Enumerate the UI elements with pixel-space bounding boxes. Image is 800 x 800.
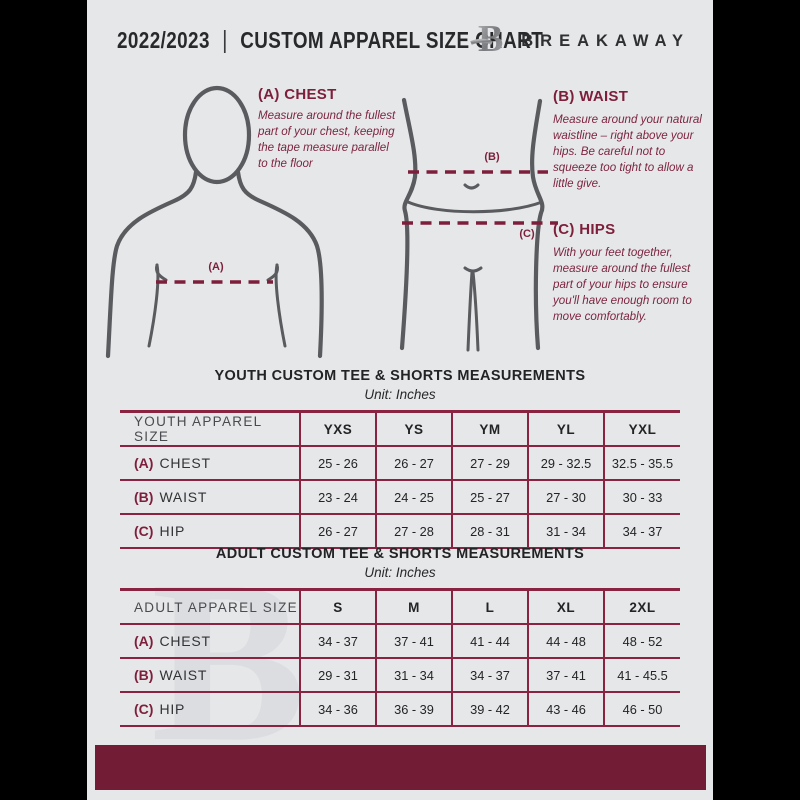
measurement-cell: 30 - 33: [603, 480, 680, 514]
measurement-cell: 24 - 25: [375, 480, 452, 514]
row-prefix: (A): [134, 633, 154, 649]
chest-instructions: Measure around the fullest part of your …: [258, 109, 396, 170]
measurement-cell: 31 - 34: [527, 514, 604, 548]
measurement-cell: 37 - 41: [375, 624, 452, 658]
measurement-cell: 28 - 31: [451, 514, 528, 548]
row-name: CHEST: [159, 455, 211, 471]
row-label: (B) WAIST: [120, 658, 300, 692]
measurement-cell: 27 - 30: [527, 480, 604, 514]
row-prefix: (B): [134, 489, 154, 505]
table-row: (C) HIP 34 - 36 36 - 39 39 - 42 43 - 46 4…: [120, 692, 680, 726]
adult-size-table: ADULT APPAREL SIZE S M L XL 2XL (A) CHEST…: [120, 588, 680, 727]
measurement-cell: 34 - 36: [299, 692, 376, 726]
youth-table-title: YOUTH CUSTOM TEE & SHORTS MEASUREMENTS: [214, 368, 586, 384]
brand-watermark-letter: B: [151, 533, 306, 790]
column-header: XL: [527, 589, 604, 624]
column-header: YS: [375, 411, 452, 446]
column-header: YXL: [603, 411, 680, 446]
measurement-cell: 25 - 26: [299, 446, 376, 480]
brand-name: BREAKAWAY: [521, 31, 690, 50]
youth-table-unit: Unit: Inches: [364, 387, 436, 402]
adult-table-unit: Unit: Inches: [364, 565, 436, 580]
measurement-cell: 34 - 37: [603, 514, 680, 548]
row-name: WAIST: [159, 489, 208, 505]
row-prefix: (C): [134, 523, 154, 539]
measurement-cell: 29 - 32.5: [527, 446, 604, 480]
row-label: (B) WAIST: [120, 480, 300, 514]
youth-header-row: YOUTH APPAREL SIZE YXS YS YM YL YXL: [120, 411, 680, 446]
hips-instructions: With your feet together, measure around …: [553, 246, 692, 323]
measurement-cell: 25 - 27: [451, 480, 528, 514]
row-name: HIP: [159, 701, 186, 717]
measurement-cell: 26 - 27: [375, 446, 452, 480]
row-prefix: (A): [134, 455, 154, 471]
row-name: HIP: [159, 523, 186, 539]
waist-instructions: Measure around your natural waistline – …: [553, 113, 702, 190]
youth-section: YOUTH CUSTOM TEE & SHORTS MEASUREMENTS U…: [87, 368, 713, 549]
table-row: (A) CHEST 34 - 37 37 - 41 41 - 44 44 - 48…: [120, 624, 680, 658]
measurement-cell: 32.5 - 35.5: [603, 446, 680, 480]
measurement-cell: 26 - 27: [299, 514, 376, 548]
adult-table-title: ADULT CUSTOM TEE & SHORTS MEASUREMENTS: [215, 546, 585, 562]
column-header: YOUTH APPAREL SIZE: [134, 414, 262, 444]
measurement-cell: 34 - 37: [451, 658, 528, 692]
youth-size-table: YOUTH APPAREL SIZE YXS YS YM YL YXL (A) C…: [120, 410, 680, 549]
page-title: 2022/2023 | CUSTOM APPAREL SIZE CHART: [117, 26, 543, 55]
table-row: (C) HIP 26 - 27 27 - 28 28 - 31 31 - 34 3…: [120, 514, 680, 548]
column-header: M: [375, 589, 452, 624]
measurement-cell: 37 - 41: [527, 658, 604, 692]
column-header: YXS: [299, 411, 376, 446]
table-row: (B) WAIST 23 - 24 24 - 25 25 - 27 27 - 30…: [120, 480, 680, 514]
measurement-cell: 46 - 50: [603, 692, 680, 726]
chest-line-label: (A): [208, 261, 224, 273]
season-year: 2022/2023: [117, 27, 210, 53]
column-header: 2XL: [603, 589, 680, 624]
column-header: S: [299, 589, 376, 624]
measurement-cell: 31 - 34: [375, 658, 452, 692]
measurement-cell: 44 - 48: [527, 624, 604, 658]
brand-group: B BREAKAWAY: [470, 18, 690, 58]
waist-hips-diagram: [399, 97, 558, 352]
row-name: WAIST: [159, 667, 208, 683]
waist-section-heading: (B) WAIST: [553, 88, 629, 105]
measurement-cell: 23 - 24: [299, 480, 376, 514]
table-row: (A) CHEST 25 - 26 26 - 27 27 - 29 29 - 32…: [120, 446, 680, 480]
hips-line-label: (C): [519, 228, 535, 240]
measurement-cell: 48 - 52: [603, 624, 680, 658]
row-label: (A) CHEST: [120, 624, 300, 658]
measurement-cell: 29 - 31: [299, 658, 376, 692]
measurement-cell: 41 - 45.5: [603, 658, 680, 692]
waist-line-label: (B): [484, 151, 500, 163]
row-prefix: (B): [134, 667, 154, 683]
chart-title: CUSTOM APPAREL SIZE CHART: [240, 27, 544, 53]
measurement-cell: 27 - 29: [451, 446, 528, 480]
adult-header-row: ADULT APPAREL SIZE S M L XL 2XL: [120, 589, 680, 624]
chest-section-heading: (A) CHEST: [258, 86, 337, 103]
measurement-cell: 27 - 28: [375, 514, 452, 548]
breakaway-logo-icon: B: [470, 18, 504, 58]
column-header: YM: [451, 411, 528, 446]
measurement-cell: 39 - 42: [451, 692, 528, 726]
measurement-cell: 36 - 39: [375, 692, 452, 726]
row-label: (C) HIP: [120, 514, 300, 548]
column-header: L: [451, 589, 528, 624]
measurement-cell: 43 - 46: [527, 692, 604, 726]
footer-accent-bar: [95, 745, 706, 790]
table-row: (B) WAIST 29 - 31 31 - 34 34 - 37 37 - 41…: [120, 658, 680, 692]
measurement-cell: 34 - 37: [299, 624, 376, 658]
row-label: (A) CHEST: [120, 446, 300, 480]
measurement-cell: 41 - 44: [451, 624, 528, 658]
hips-section-heading: (C) HIPS: [553, 221, 616, 238]
adult-section: ADULT CUSTOM TEE & SHORTS MEASUREMENTS U…: [87, 546, 713, 727]
column-header: YL: [527, 411, 604, 446]
column-header: ADULT APPAREL SIZE: [134, 599, 298, 615]
row-prefix: (C): [134, 701, 154, 717]
row-label: (C) HIP: [120, 692, 300, 726]
row-name: CHEST: [159, 633, 211, 649]
page-header: 2022/2023 | CUSTOM APPAREL SIZE CHART B …: [87, 18, 713, 60]
title-divider: |: [222, 26, 228, 54]
size-chart-page: B 2022/2023 | CUSTOM APPAREL SIZE CHART …: [87, 0, 713, 800]
chest-diagram: [105, 85, 324, 359]
